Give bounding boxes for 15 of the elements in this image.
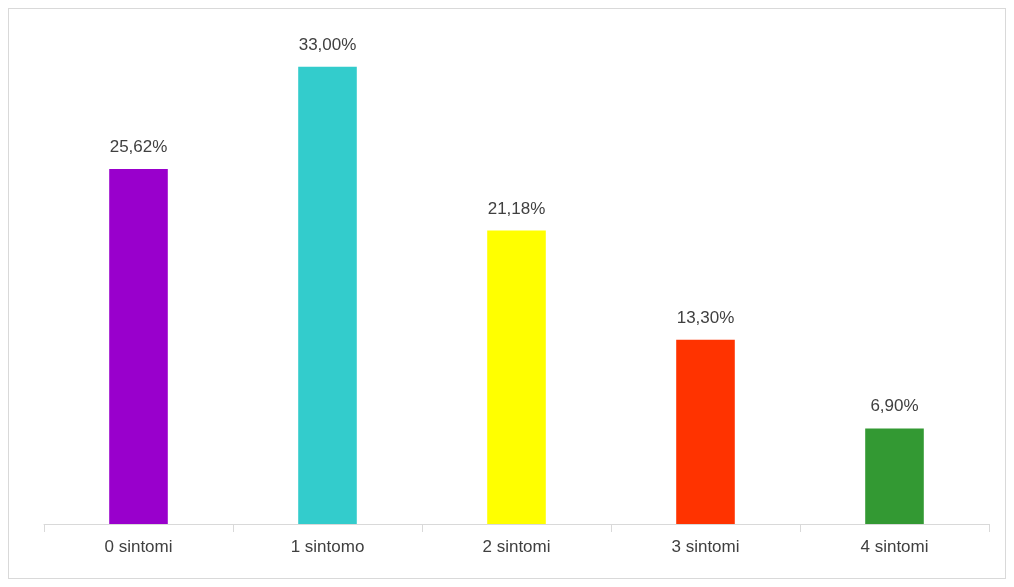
x-tick-label: 0 sintomi [104, 537, 173, 556]
bar [865, 428, 924, 524]
x-tick-label: 2 sintomi [482, 537, 551, 556]
bar [298, 66, 357, 524]
bar [109, 168, 168, 524]
bar [487, 230, 546, 524]
x-tick-label: 3 sintomi [671, 537, 740, 556]
x-tick-label: 1 sintomo [290, 537, 365, 556]
data-label: 25,62% [109, 136, 168, 156]
data-label: 21,18% [487, 198, 546, 218]
data-label: 13,30% [676, 307, 735, 327]
bar [676, 339, 735, 524]
data-label: 33,00% [298, 34, 357, 54]
data-label: 6,90% [870, 396, 919, 416]
x-tick-label: 4 sintomi [860, 537, 929, 556]
